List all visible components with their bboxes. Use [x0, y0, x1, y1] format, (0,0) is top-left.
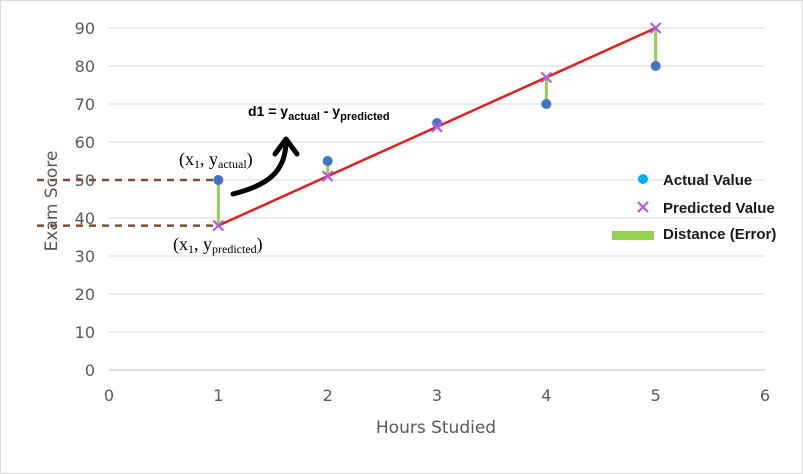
actual-point-label: (x1, yactual) [179, 149, 253, 171]
curved-arrow [230, 140, 289, 197]
y-tick-label-10: 10 [75, 323, 95, 342]
y-tick-label-70: 70 [75, 95, 95, 114]
predicted-point-2 [321, 170, 334, 182]
x-axis-title: Hours Studied [376, 418, 496, 438]
x-tick-label-2: 2 [323, 386, 333, 405]
x-tick-label-1: 1 [213, 386, 223, 405]
predicted-point-3 [431, 121, 443, 133]
predicted-point-label: (x1, ypredicted) [173, 234, 263, 256]
y-tick-label-90: 90 [75, 19, 95, 38]
y-tick-label-50: 50 [75, 171, 95, 190]
error-formula: d1 = yactual - ypredicted [248, 103, 390, 123]
legend-predicted-marker [637, 201, 649, 213]
y-axis-title: Exam Score [42, 151, 62, 252]
predicted-point-5 [649, 22, 662, 34]
actual-point-1 [213, 175, 224, 185]
arrow-head [272, 136, 300, 157]
actual-point-5 [650, 61, 661, 71]
y-tick-label-20: 20 [75, 285, 95, 304]
predicted-point-1 [212, 219, 225, 232]
x-tick-label-3: 3 [432, 386, 442, 405]
predicted-x-stroke [431, 121, 443, 133]
predicted-x-stroke [540, 71, 553, 84]
y-tick-label-30: 30 [75, 247, 95, 266]
legend-actual-label: Actual Value [663, 172, 752, 189]
legend: Actual Value Predicted Value Distance (E… [612, 172, 776, 243]
predicted-x-stroke [321, 170, 334, 182]
x-tick-label-4: 4 [541, 386, 551, 405]
legend-predicted-label: Predicted Value [663, 200, 775, 217]
predicted-x-stroke [649, 22, 662, 34]
legend-error-swatch [612, 231, 654, 240]
legend-actual-marker [638, 174, 648, 184]
predicted-point-4 [540, 71, 553, 84]
y-tick-label-0: 0 [85, 361, 95, 380]
y-tick-label-60: 60 [75, 133, 95, 152]
actual-point-4 [541, 99, 552, 109]
x-tick-label-5: 5 [651, 386, 661, 405]
y-tick-label-80: 80 [75, 57, 95, 76]
predicted-x-stroke [212, 219, 225, 232]
y-tick-label-40: 40 [75, 209, 95, 228]
legend-error-label: Distance (Error) [663, 226, 776, 243]
x-tick-label-6: 6 [760, 386, 770, 405]
x-tick-label-0: 0 [104, 386, 114, 405]
actual-point-2 [322, 156, 333, 166]
